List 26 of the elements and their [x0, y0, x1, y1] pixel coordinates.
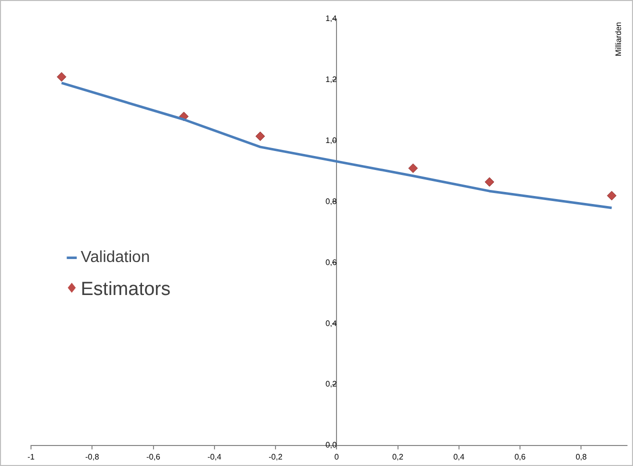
point — [255, 132, 265, 142]
legend-label: Estimators — [80, 279, 171, 300]
y-axis-title: Milliarden — [614, 22, 624, 56]
point — [408, 163, 418, 173]
x-tick-label: -0,4 — [207, 452, 222, 462]
y-tick-label: 0,4 — [326, 318, 338, 328]
x-tick-label: 0 — [334, 452, 340, 462]
point — [606, 190, 616, 200]
x-tick-label: -0,2 — [268, 452, 283, 462]
y-tick-label: 0,2 — [326, 380, 338, 389]
x-tick-label: 0,2 — [392, 452, 404, 462]
x-tick-label: 0,8 — [576, 452, 588, 462]
y-tick-label: 0,8 — [326, 196, 338, 206]
y-tick-label: 0,6 — [326, 258, 338, 267]
y-tick-label: 0,0 — [326, 440, 338, 450]
y-tick-label: 1,0 — [326, 136, 338, 146]
x-tick-label: 0,6 — [514, 452, 526, 462]
point — [484, 177, 494, 187]
x-tick-label: 0,4 — [453, 452, 466, 462]
point — [56, 72, 66, 82]
x-tick-label: -0,8 — [85, 452, 100, 462]
x-tick-label: -1 — [27, 452, 36, 462]
y-tick-label: 1,2 — [326, 75, 338, 84]
legend-label: Validation — [80, 249, 150, 266]
y-tick-label: 1,4 — [326, 14, 338, 24]
x-tick-label: -0,6 — [146, 452, 161, 462]
